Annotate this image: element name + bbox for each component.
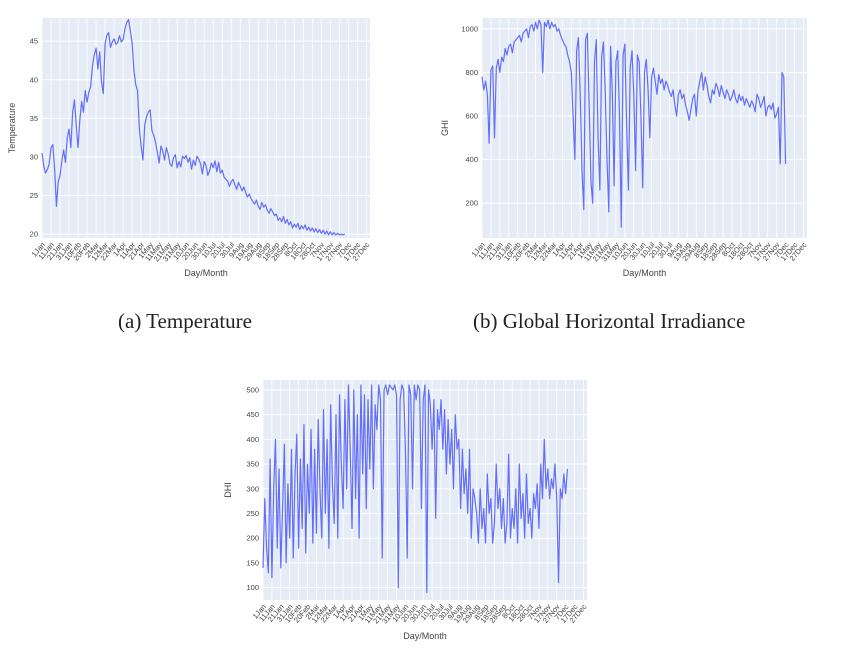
y-tick-label: 20 <box>30 230 38 239</box>
y-tick-label: 400 <box>465 155 478 164</box>
series-line <box>481 19 787 228</box>
series-line <box>262 384 569 594</box>
x-axis-title: Day/Month <box>184 268 228 278</box>
y-tick-label: 400 <box>246 435 259 444</box>
y-axis-title: Temperature <box>7 103 17 154</box>
series-line <box>41 18 346 236</box>
ghi-chart-svg: 20040060080010001Jan11Jan21Jan31Jan10Feb… <box>440 18 809 278</box>
y-tick-label: 350 <box>246 460 259 469</box>
y-axis-title: DHI <box>223 482 233 498</box>
y-tick-label: 600 <box>465 112 478 121</box>
ghi-chart: 200 400 600 800 1000 1Jan 11Jan 21Jan 31Jan 10Feb… <box>436 0 816 290</box>
y-tick-label: 300 <box>246 484 259 493</box>
plot-area <box>42 18 370 238</box>
y-tick-label: 250 <box>246 509 259 518</box>
y-tick-label: 30 <box>30 152 38 161</box>
y-tick-label: 100 <box>246 583 259 592</box>
y-tick-label: 25 <box>30 191 38 200</box>
y-tick-label: 450 <box>246 410 259 419</box>
y-tick-label: 500 <box>246 385 259 394</box>
y-tick-label: 200 <box>246 534 259 543</box>
y-tick-label: 1000 <box>461 24 478 33</box>
y-tick-label: 40 <box>30 75 38 84</box>
temperature-chart: 20 25 30 35 40 45 1Jan 11Jan 21Jan 31Jan 10Feb 20Fe… <box>0 0 380 290</box>
x-axis-title: Day/Month <box>623 268 667 278</box>
caption-ghi: (b) Global Horizontal Irradiance <box>473 309 746 333</box>
y-tick-label: 150 <box>246 558 259 567</box>
caption-temperature: (a) Temperature <box>118 309 252 333</box>
y-tick-label: 200 <box>465 199 478 208</box>
plot-area <box>482 18 807 238</box>
y-tick-label: 35 <box>30 114 38 123</box>
y-tick-label: 45 <box>30 37 38 46</box>
dhi-chart: 100 150 200 250 300 350 400 450 500 1Jan 11Jan 21Ja… <box>220 362 600 661</box>
x-axis-title: Day/Month <box>403 631 447 641</box>
temperature-chart-svg: 2025303540451Jan11Jan21Jan31Jan10Feb20Fe… <box>7 18 372 278</box>
y-tick-label: 800 <box>465 68 478 77</box>
y-axis-title: GHI <box>440 120 450 136</box>
dhi-chart-svg: 1001502002503003504004505001Jan11Jan21Ja… <box>223 380 589 641</box>
